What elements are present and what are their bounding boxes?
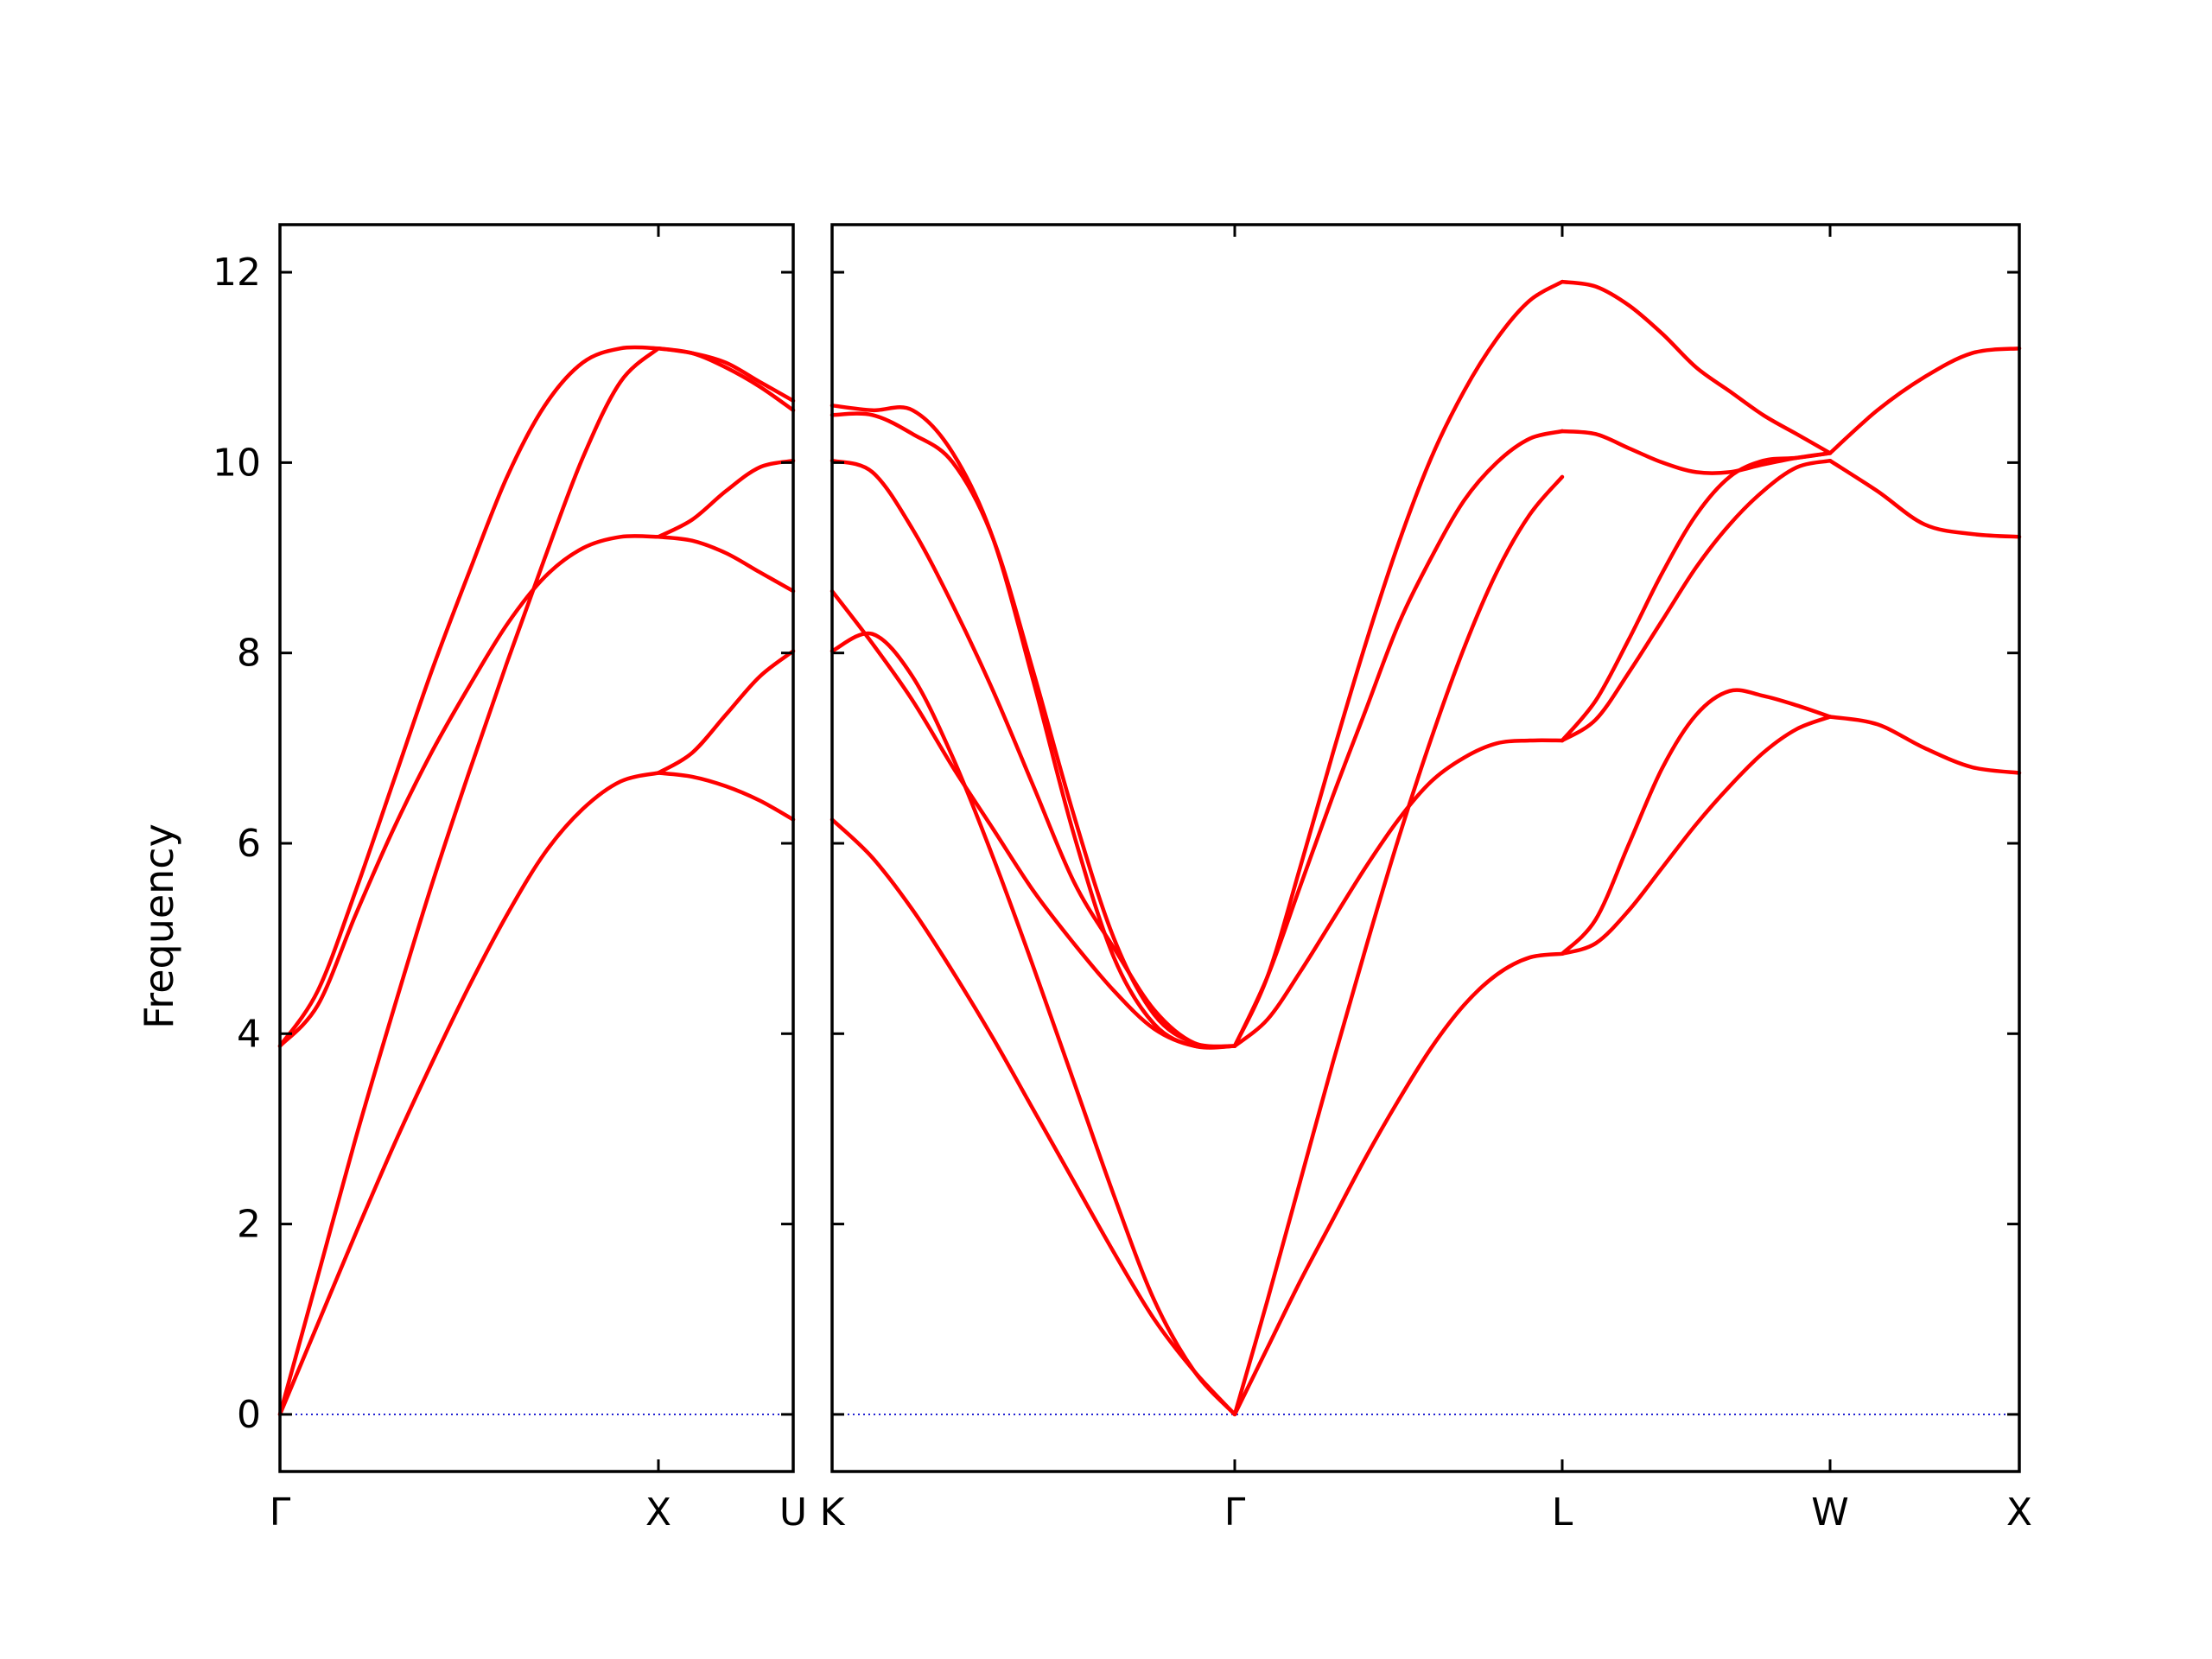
y-tick-label: 4 [237, 1012, 261, 1056]
panels-group: 0 2 4 6 8 10 12 Γ X U K Γ L W X [213, 223, 2032, 1535]
band-line-L-W-1 [1560, 715, 1833, 957]
band-line-K-Γ-1 [830, 817, 1237, 1417]
x-tick-label: X [2006, 1491, 2032, 1535]
band-line-K-Γ-6 [830, 404, 1237, 1050]
band-line-W-X-2 [1827, 458, 2022, 539]
x-tick-label: Γ [1224, 1491, 1246, 1535]
band-line-K-Γ-5 [830, 411, 1237, 1049]
x-tick-label: X [645, 1491, 671, 1535]
x-tick-label: W [1811, 1491, 1849, 1535]
y-tick-label: 2 [237, 1203, 261, 1247]
band-line-X-U-5 [656, 346, 796, 413]
band-line-K-Γ-2 [830, 631, 1237, 1417]
band-line-Γ-L-2 [1232, 474, 1565, 1417]
x-tick-label: L [1552, 1491, 1573, 1535]
panel-frame [278, 223, 795, 1473]
panel-frame [830, 223, 2021, 1473]
band-line-Γ-X-4 [277, 345, 661, 1048]
x-tick-label: Γ [270, 1491, 291, 1535]
x-tick-label: U [779, 1491, 807, 1535]
band-line-L-W-4 [1560, 451, 1833, 743]
band-line-X-U-2 [656, 649, 796, 775]
band-line-W-X-3 [1827, 346, 2022, 455]
band-line-X-U-1 [656, 771, 796, 822]
y-tick-label: 12 [213, 251, 261, 295]
band-line-Γ-X-2 [277, 346, 661, 1417]
band-line-W-X-1 [1827, 715, 2022, 775]
y-axis-label: Frequency [136, 823, 182, 1029]
band-line-K-Γ-4 [830, 458, 1237, 1049]
band-line-X-U-4 [656, 458, 796, 539]
band-line-Γ-X-1 [277, 771, 661, 1417]
panel-1: 0 2 4 6 8 10 12 Γ X U [213, 223, 807, 1535]
y-tick-label: 10 [213, 441, 261, 485]
x-tick-label: K [820, 1491, 846, 1535]
band-line-Γ-L-4 [1232, 279, 1565, 1048]
band-line-L-W-2 [1560, 688, 1833, 957]
band-line-Γ-L-5 [1232, 429, 1565, 1048]
band-line-X-U-3 [656, 535, 796, 594]
band-line-K-Γ-3 [830, 588, 1237, 1050]
band-line-L-W-6 [1560, 279, 1833, 455]
y-tick-label: 6 [237, 822, 261, 866]
band-line-Γ-L-1 [1232, 951, 1565, 1417]
band-line-L-W-3 [1560, 458, 1833, 743]
band-line-Γ-L-3 [1232, 738, 1565, 1048]
band-line-X-U-6 [656, 346, 796, 404]
y-tick-label: 0 [237, 1393, 261, 1437]
band-line-Γ-X-3 [277, 534, 661, 1048]
band-line-L-W-5 [1560, 429, 1833, 475]
y-tick-label: 8 [237, 632, 261, 676]
